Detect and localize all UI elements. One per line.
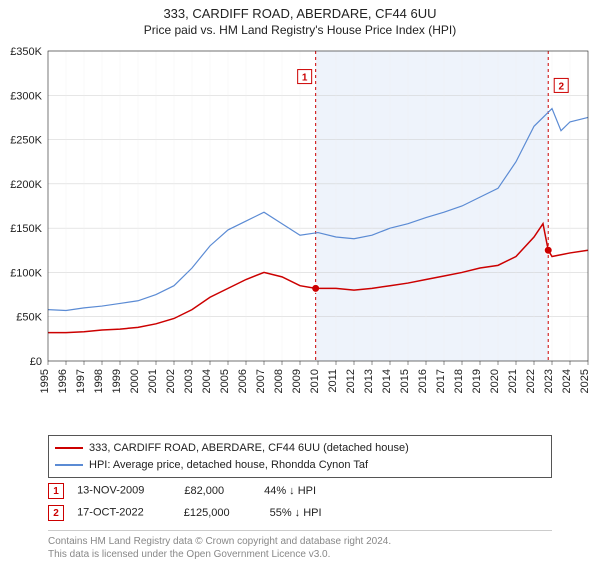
- footer-line: This data is licensed under the Open Gov…: [48, 548, 552, 561]
- svg-text:2018: 2018: [453, 369, 465, 393]
- svg-text:1: 1: [302, 73, 308, 84]
- chart-title: 333, CARDIFF ROAD, ABERDARE, CF44 6UU: [0, 0, 600, 21]
- footer: Contains HM Land Registry data © Crown c…: [48, 535, 552, 561]
- legend-item: HPI: Average price, detached house, Rhon…: [55, 457, 545, 474]
- footer-line: Contains HM Land Registry data © Crown c…: [48, 535, 552, 548]
- marker-row: 1 13-NOV-2009 £82,000 44% ↓ HPI: [48, 480, 552, 502]
- marker-table: 1 13-NOV-2009 £82,000 44% ↓ HPI 2 17-OCT…: [48, 480, 552, 531]
- legend-item: 333, CARDIFF ROAD, ABERDARE, CF44 6UU (d…: [55, 440, 545, 457]
- svg-text:2009: 2009: [291, 369, 303, 393]
- svg-text:2024: 2024: [561, 369, 573, 393]
- svg-text:2012: 2012: [345, 369, 357, 393]
- marker-row: 2 17-OCT-2022 £125,000 55% ↓ HPI: [48, 502, 552, 524]
- svg-text:2022: 2022: [525, 369, 537, 393]
- marker-date: 17-OCT-2022: [77, 507, 144, 519]
- chart-svg: £0 £50K £100K £150K £200K £250K £300K £350K 1995…: [0, 41, 600, 431]
- marker-badge: 2: [48, 505, 64, 521]
- svg-text:2004: 2004: [201, 369, 213, 393]
- svg-text:2007: 2007: [255, 369, 267, 393]
- marker-pct: 55% ↓ HPI: [270, 507, 322, 519]
- svg-text:2013: 2013: [363, 369, 375, 393]
- svg-text:£0: £0: [30, 356, 42, 368]
- svg-text:2015: 2015: [399, 369, 411, 393]
- svg-text:1995: 1995: [39, 369, 51, 393]
- svg-text:£50K: £50K: [16, 312, 42, 324]
- svg-text:2000: 2000: [129, 369, 141, 393]
- svg-text:1999: 1999: [111, 369, 123, 393]
- svg-text:£250K: £250K: [10, 135, 42, 147]
- legend-swatch: [55, 464, 83, 466]
- marker-price: £82,000: [184, 485, 224, 497]
- svg-text:2020: 2020: [489, 369, 501, 393]
- marker-pct: 44% ↓ HPI: [264, 485, 316, 497]
- legend-label: HPI: Average price, detached house, Rhon…: [89, 457, 368, 474]
- svg-text:1997: 1997: [75, 369, 87, 393]
- svg-text:2008: 2008: [273, 369, 285, 393]
- svg-text:2006: 2006: [237, 369, 249, 393]
- svg-text:£200K: £200K: [10, 179, 42, 191]
- svg-text:2021: 2021: [507, 369, 519, 393]
- svg-text:2005: 2005: [219, 369, 231, 393]
- svg-text:2002: 2002: [165, 369, 177, 393]
- svg-text:2011: 2011: [327, 369, 339, 393]
- svg-text:2016: 2016: [417, 369, 429, 393]
- svg-text:£150K: £150K: [10, 223, 42, 235]
- legend: 333, CARDIFF ROAD, ABERDARE, CF44 6UU (d…: [48, 435, 552, 478]
- svg-text:£350K: £350K: [10, 46, 42, 58]
- svg-text:2023: 2023: [543, 369, 555, 393]
- svg-text:2: 2: [558, 81, 564, 92]
- svg-text:2001: 2001: [147, 369, 159, 393]
- marker-date: 13-NOV-2009: [77, 485, 144, 497]
- svg-text:£100K: £100K: [10, 267, 42, 279]
- svg-text:2025: 2025: [579, 369, 591, 393]
- chart-subtitle: Price paid vs. HM Land Registry's House …: [0, 21, 600, 41]
- svg-text:£300K: £300K: [10, 90, 42, 102]
- svg-text:2014: 2014: [381, 369, 393, 393]
- svg-text:2010: 2010: [309, 369, 321, 393]
- marker-price: £125,000: [184, 507, 230, 519]
- svg-text:1996: 1996: [57, 369, 69, 393]
- legend-label: 333, CARDIFF ROAD, ABERDARE, CF44 6UU (d…: [89, 440, 409, 457]
- svg-text:2003: 2003: [183, 369, 195, 393]
- chart-area: £0 £50K £100K £150K £200K £250K £300K £350K 1995…: [0, 41, 600, 431]
- legend-swatch: [55, 447, 83, 449]
- svg-text:2017: 2017: [435, 369, 447, 393]
- marker-badge: 1: [48, 483, 64, 499]
- svg-text:1998: 1998: [93, 369, 105, 393]
- svg-text:2019: 2019: [471, 369, 483, 393]
